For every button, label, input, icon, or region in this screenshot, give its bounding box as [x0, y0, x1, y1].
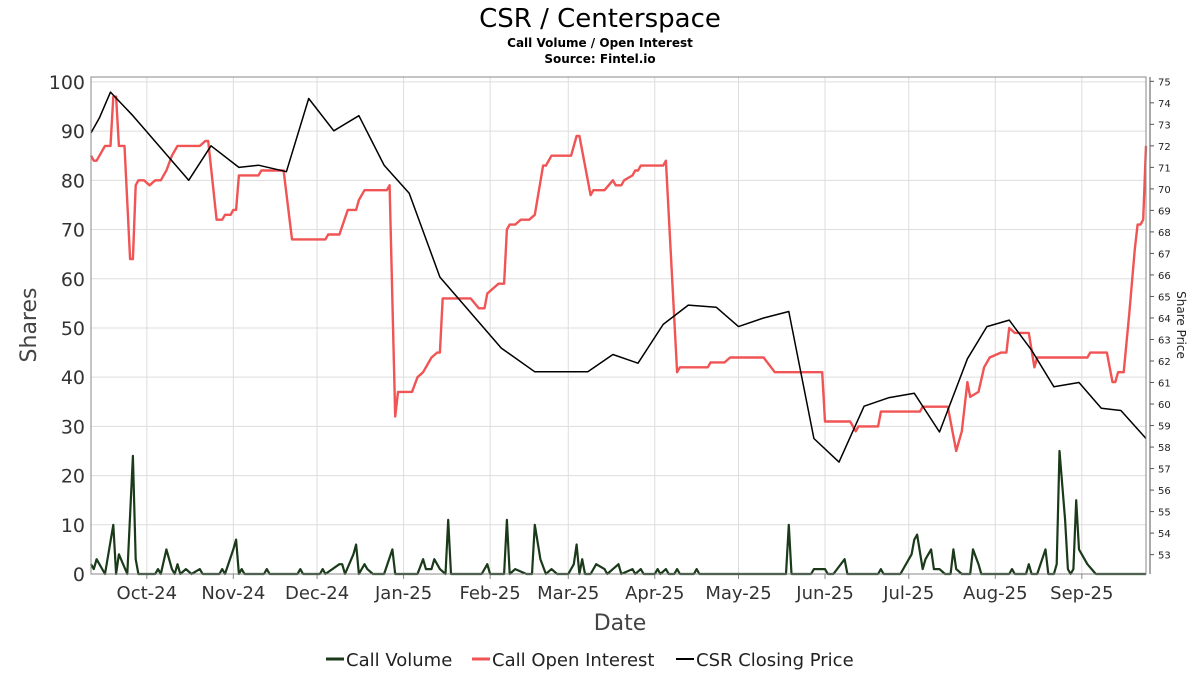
series-line-csr-closing-price [90, 91, 1147, 463]
y-tick-label: 100 [49, 72, 85, 94]
x-tick-label: Apr-25 [625, 583, 684, 604]
y-right-tick-label: 54 [1158, 529, 1171, 540]
y-right-tick-label: 74 [1158, 99, 1171, 110]
x-tick-label: Oct-24 [117, 583, 178, 604]
legend-label-csr-closing-price: CSR Closing Price [696, 650, 854, 671]
y-tick-label: 40 [61, 367, 85, 389]
y-tick-label: 80 [61, 170, 85, 192]
chart-source: Source: Fintel.io [544, 52, 655, 66]
plot-frame [90, 76, 1147, 575]
y-right-tick-label: 60 [1158, 400, 1171, 411]
series-line-call-volume [90, 449, 1146, 576]
y-tick-label: 60 [61, 269, 85, 291]
x-tick-label: May-25 [705, 583, 771, 604]
y-tick-label: 0 [73, 564, 85, 586]
x-axis: Oct-24 Nov-24 Dec-24 Jan-25 Feb-25 Mar-25 Apr-… [117, 574, 1113, 604]
y-right-tick-label: 69 [1158, 206, 1171, 217]
y-right-tick-label: 64 [1158, 314, 1171, 325]
x-tick-label: Aug-25 [963, 583, 1028, 604]
x-tick-label: Sep-25 [1050, 583, 1113, 604]
x-tick-label: Jan-25 [374, 583, 432, 604]
y-right-tick-label: 57 [1158, 465, 1171, 476]
y-right-tick-label: 75 [1158, 77, 1171, 88]
legend: Call Volume Call Open Interest CSR Closi… [326, 650, 854, 671]
y-right-tick-label: 55 [1158, 508, 1171, 519]
legend-label-call-open-interest: Call Open Interest [492, 650, 654, 671]
y-right-tick-label: 70 [1158, 185, 1171, 196]
series-line-call-open-interest [89, 95, 1148, 453]
x-tick-label: Nov-24 [201, 583, 265, 604]
y-tick-label: 70 [61, 220, 85, 242]
y-axis-label: Shares [17, 288, 42, 363]
y-right-tick-label: 63 [1158, 335, 1171, 346]
y-right-tick-label: 72 [1158, 142, 1171, 153]
y-right-tick-label: 56 [1158, 486, 1171, 497]
x-axis-label: Date [594, 611, 647, 636]
y-right-tick-label: 58 [1158, 443, 1171, 454]
x-tick-label: Feb-25 [459, 583, 520, 604]
y-right-tick-label: 71 [1158, 163, 1171, 174]
y-tick-label: 20 [61, 466, 85, 488]
grid [91, 77, 1146, 575]
y-tick-label: 90 [61, 121, 85, 143]
y-right-tick-label: 66 [1158, 271, 1171, 282]
x-tick-label: Dec-24 [285, 583, 349, 604]
chart-subtitle: Call Volume / Open Interest [507, 36, 693, 50]
y-tick-label: 50 [61, 318, 85, 340]
plot-area [89, 91, 1148, 576]
legend-label-call-volume: Call Volume [346, 650, 452, 671]
x-tick-label: Mar-25 [537, 583, 599, 604]
y-tick-label: 30 [61, 416, 85, 438]
y-axis-right: 53 54 55 56 57 58 59 60 61 62 63 64 65 66 67 68 69 70 71 72… [1150, 77, 1171, 562]
y-right-tick-label: 68 [1158, 228, 1171, 239]
y-right-tick-label: 62 [1158, 357, 1171, 368]
y-right-tick-label: 53 [1158, 551, 1171, 562]
y-right-tick-label: 67 [1158, 249, 1171, 260]
y-right-tick-label: 73 [1158, 120, 1171, 131]
y-right-tick-label: 61 [1158, 379, 1171, 390]
x-tick-label: Jul-25 [882, 583, 934, 604]
y-right-tick-label: 59 [1158, 422, 1171, 433]
y-axis-left: 0 10 20 30 40 50 60 70 80 90 100 [49, 72, 85, 586]
y-tick-label: 10 [61, 515, 85, 537]
y-axis-right-label: Share Price [1174, 291, 1188, 359]
x-tick-label: Jun-25 [795, 583, 854, 604]
y-right-tick-label: 65 [1158, 292, 1171, 303]
chart-title: CSR / Centerspace [479, 4, 721, 34]
